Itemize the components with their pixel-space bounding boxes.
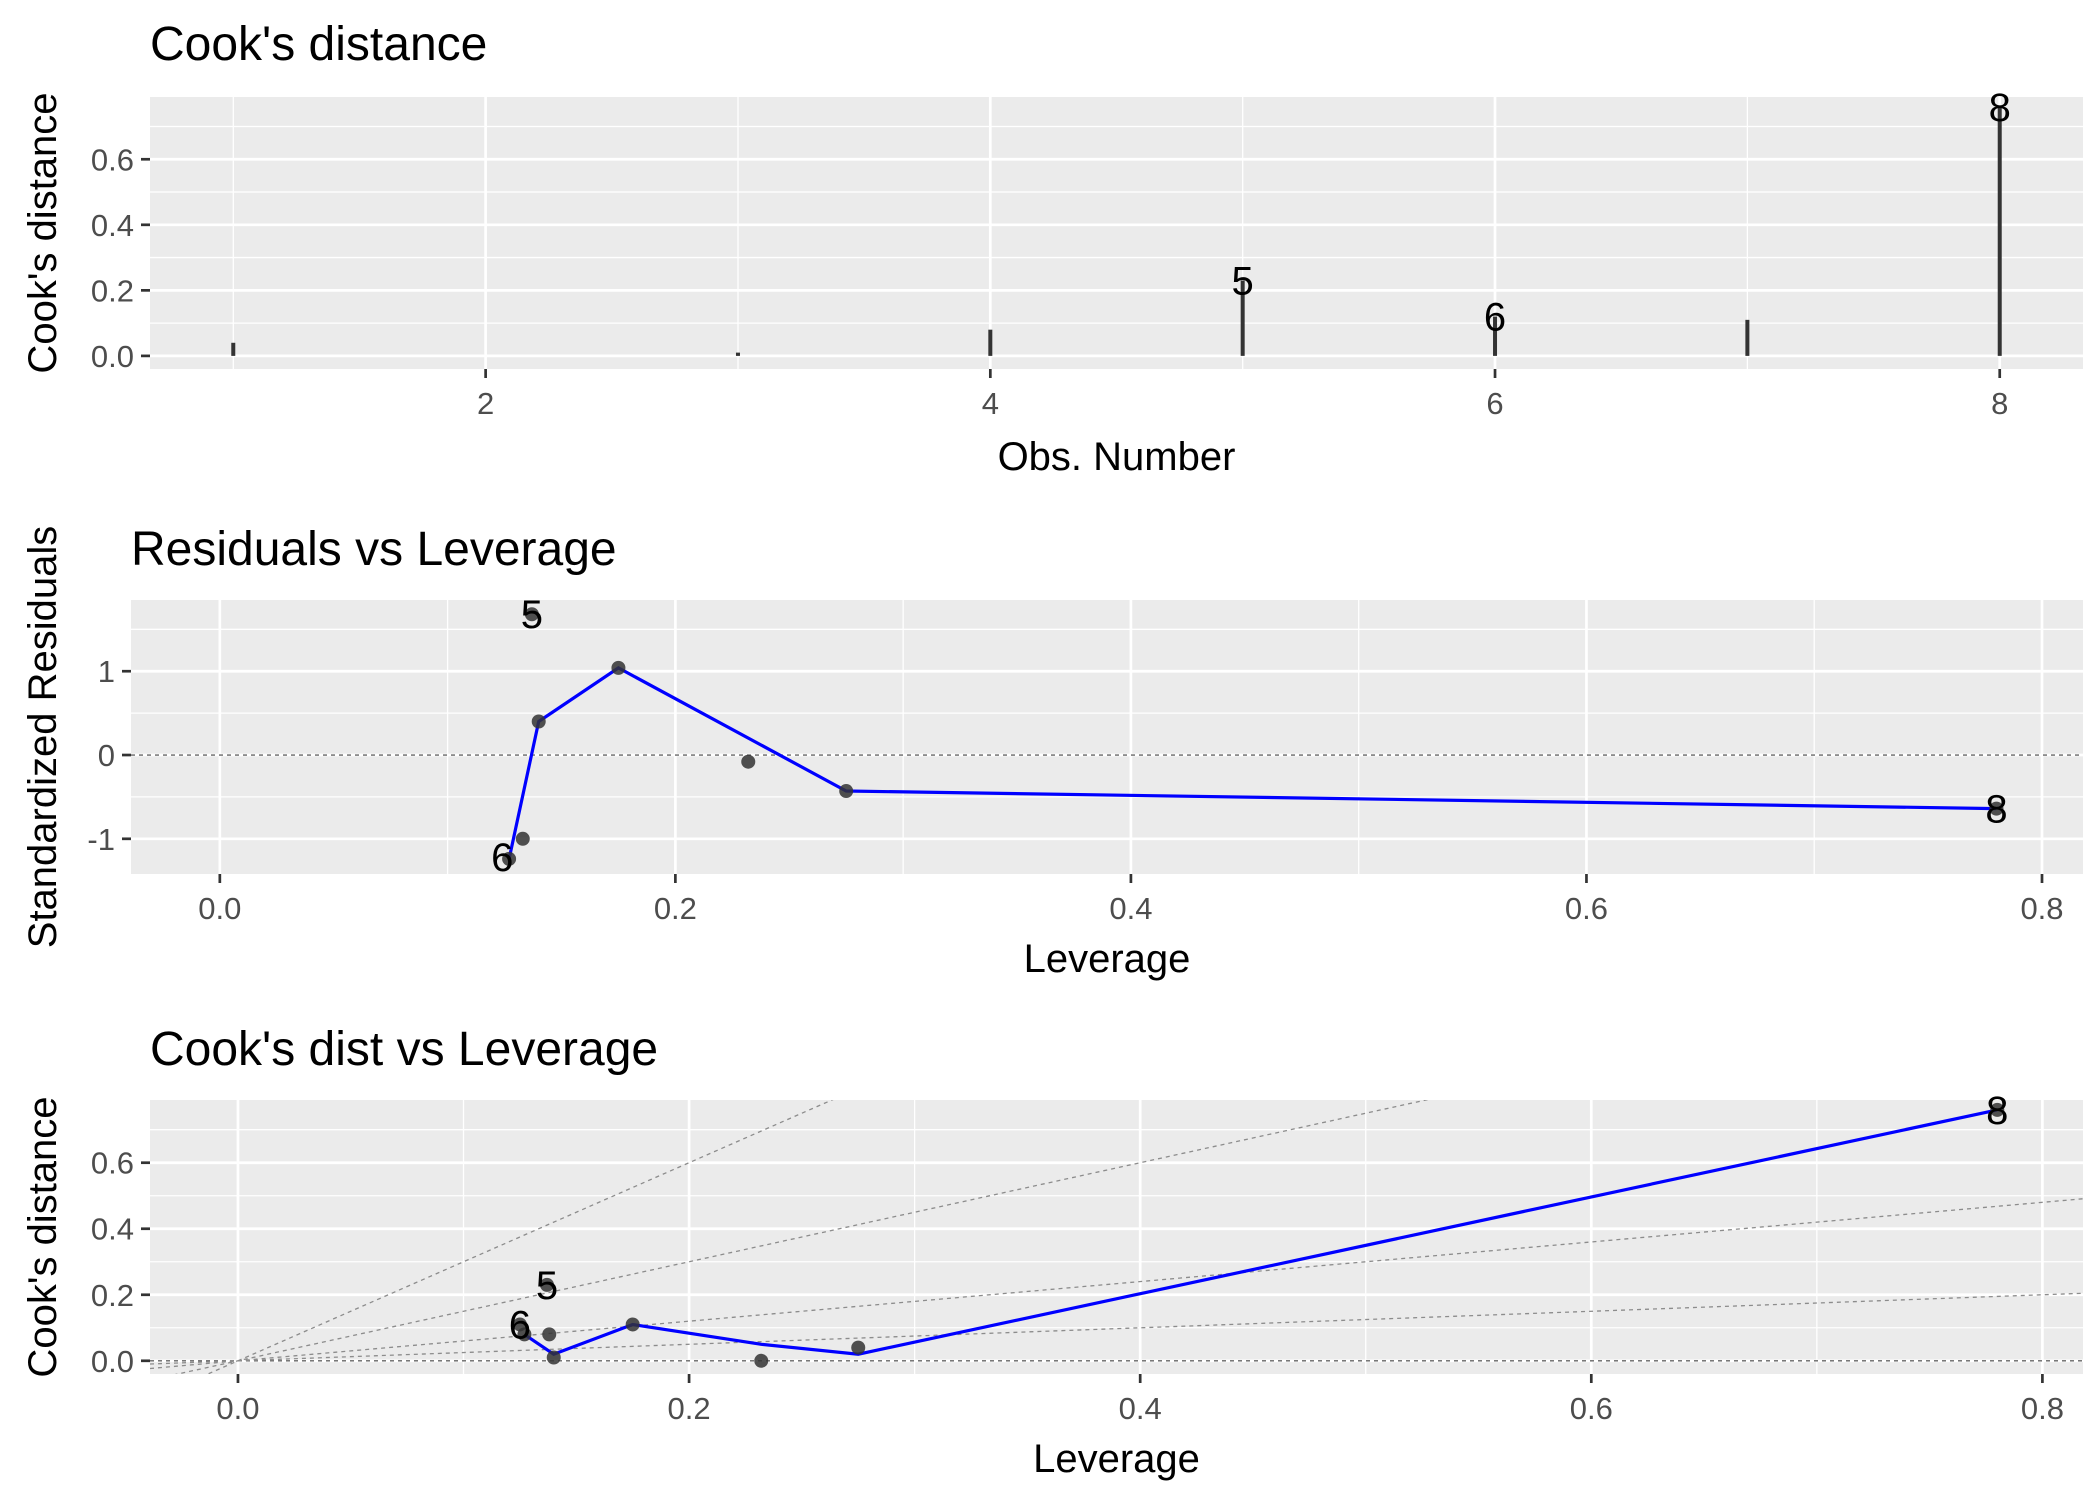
outlier-label: 5 (536, 1264, 558, 1308)
panel-background (150, 1100, 2083, 1374)
cooks-contour-line (150, 1198, 2083, 1370)
x-tick-label: 0.8 (2021, 1391, 2064, 1426)
x-tick-label: 0.2 (654, 891, 697, 926)
data-point (531, 714, 546, 729)
data-point (542, 1327, 557, 1342)
panel-background (150, 97, 2083, 369)
data-point (546, 1350, 561, 1365)
y-tick-label: 0.2 (91, 1278, 134, 1313)
outlier-label: 6 (491, 836, 513, 880)
y-tick-label: 0.6 (91, 142, 134, 177)
smoother-line (523, 1108, 1998, 1356)
outlier-label: 5 (521, 593, 543, 637)
x-axis-title: Leverage (1024, 937, 1191, 981)
data-point (754, 1353, 769, 1368)
plot-title: Cook's distance (150, 18, 487, 71)
y-tick-label: 0.4 (91, 1212, 134, 1247)
residuals-vs-leverage-panel: 5 6 8 0.0 0.2 0.4 0.6 0.8 -1 0 1 Residuals vs Lever… (21, 523, 2083, 981)
cooks-distance-panel: 5 6 8 2 4 6 8 0.0 0.2 0.4 0.6 Cook's distance Obs. N… (21, 18, 2083, 479)
data-point (502, 851, 517, 866)
outlier-label: 8 (1989, 86, 2011, 130)
y-tick-label: 0.0 (91, 339, 134, 374)
data-point (839, 784, 854, 799)
y-tick-label: 0 (98, 738, 115, 773)
data-point (539, 1277, 554, 1292)
plot-title: Cook's dist vs Leverage (150, 1023, 658, 1076)
y-tick-label: 0.6 (91, 1146, 134, 1181)
y-tick-label: 0.2 (91, 273, 134, 308)
cooks-contour-line (150, 1292, 2083, 1365)
outlier-label: 5 (1232, 260, 1254, 304)
y-tick-label: 1 (98, 654, 115, 689)
x-tick-label: 8 (1991, 386, 2008, 421)
x-tick-label: 4 (982, 386, 999, 421)
outlier-label: 6 (1484, 296, 1506, 340)
data-point (611, 660, 626, 675)
x-tick-label: 0.6 (1570, 1391, 1613, 1426)
y-tick-label: -1 (87, 822, 115, 857)
data-point (741, 754, 756, 769)
x-tick-label: 0.6 (1565, 891, 1608, 926)
plot-title: Residuals vs Leverage (131, 523, 617, 576)
x-tick-label: 0.0 (216, 1391, 259, 1426)
data-point (524, 607, 539, 622)
y-axis-title: Standardized Residuals (21, 526, 65, 948)
data-layer (231, 106, 2002, 356)
outlier-label: 8 (1986, 1089, 2008, 1133)
data-point (625, 1317, 640, 1332)
panel-background (131, 600, 2083, 874)
x-tick-label: 0.8 (2020, 891, 2063, 926)
data-point (1989, 801, 2004, 816)
y-tick-label: 0.0 (91, 1344, 134, 1379)
outlier-label: 8 (1985, 788, 2007, 832)
x-tick-label: 0.2 (668, 1391, 711, 1426)
data-point (1990, 1102, 2005, 1117)
data-point (515, 831, 530, 846)
y-tick-label: 0.4 (91, 208, 134, 243)
data-point (517, 1327, 532, 1342)
x-tick-label: 0.0 (198, 891, 241, 926)
data-layer (150, 1100, 2083, 1374)
x-axis-title: Leverage (1033, 1437, 1200, 1481)
cooks-dist-vs-leverage-panel: 56 8 0.0 0.2 0.4 0.6 0.8 0.0 0.2 0.4 0.6 Cook's dis… (21, 1023, 2083, 1481)
x-tick-label: 2 (477, 386, 494, 421)
x-tick-label: 0.4 (1119, 1391, 1162, 1426)
cooks-contour-line (174, 1100, 1429, 1374)
y-axis-title: Cook's distance (21, 1096, 65, 1377)
x-tick-label: 6 (1486, 386, 1503, 421)
data-layer (131, 607, 2083, 866)
x-tick-label: 0.4 (1109, 891, 1152, 926)
y-axis-title: Cook's distance (21, 92, 65, 373)
x-axis-title: Obs. Number (998, 435, 1236, 479)
outlier-label: 6 (509, 1303, 531, 1347)
data-point (851, 1340, 866, 1355)
